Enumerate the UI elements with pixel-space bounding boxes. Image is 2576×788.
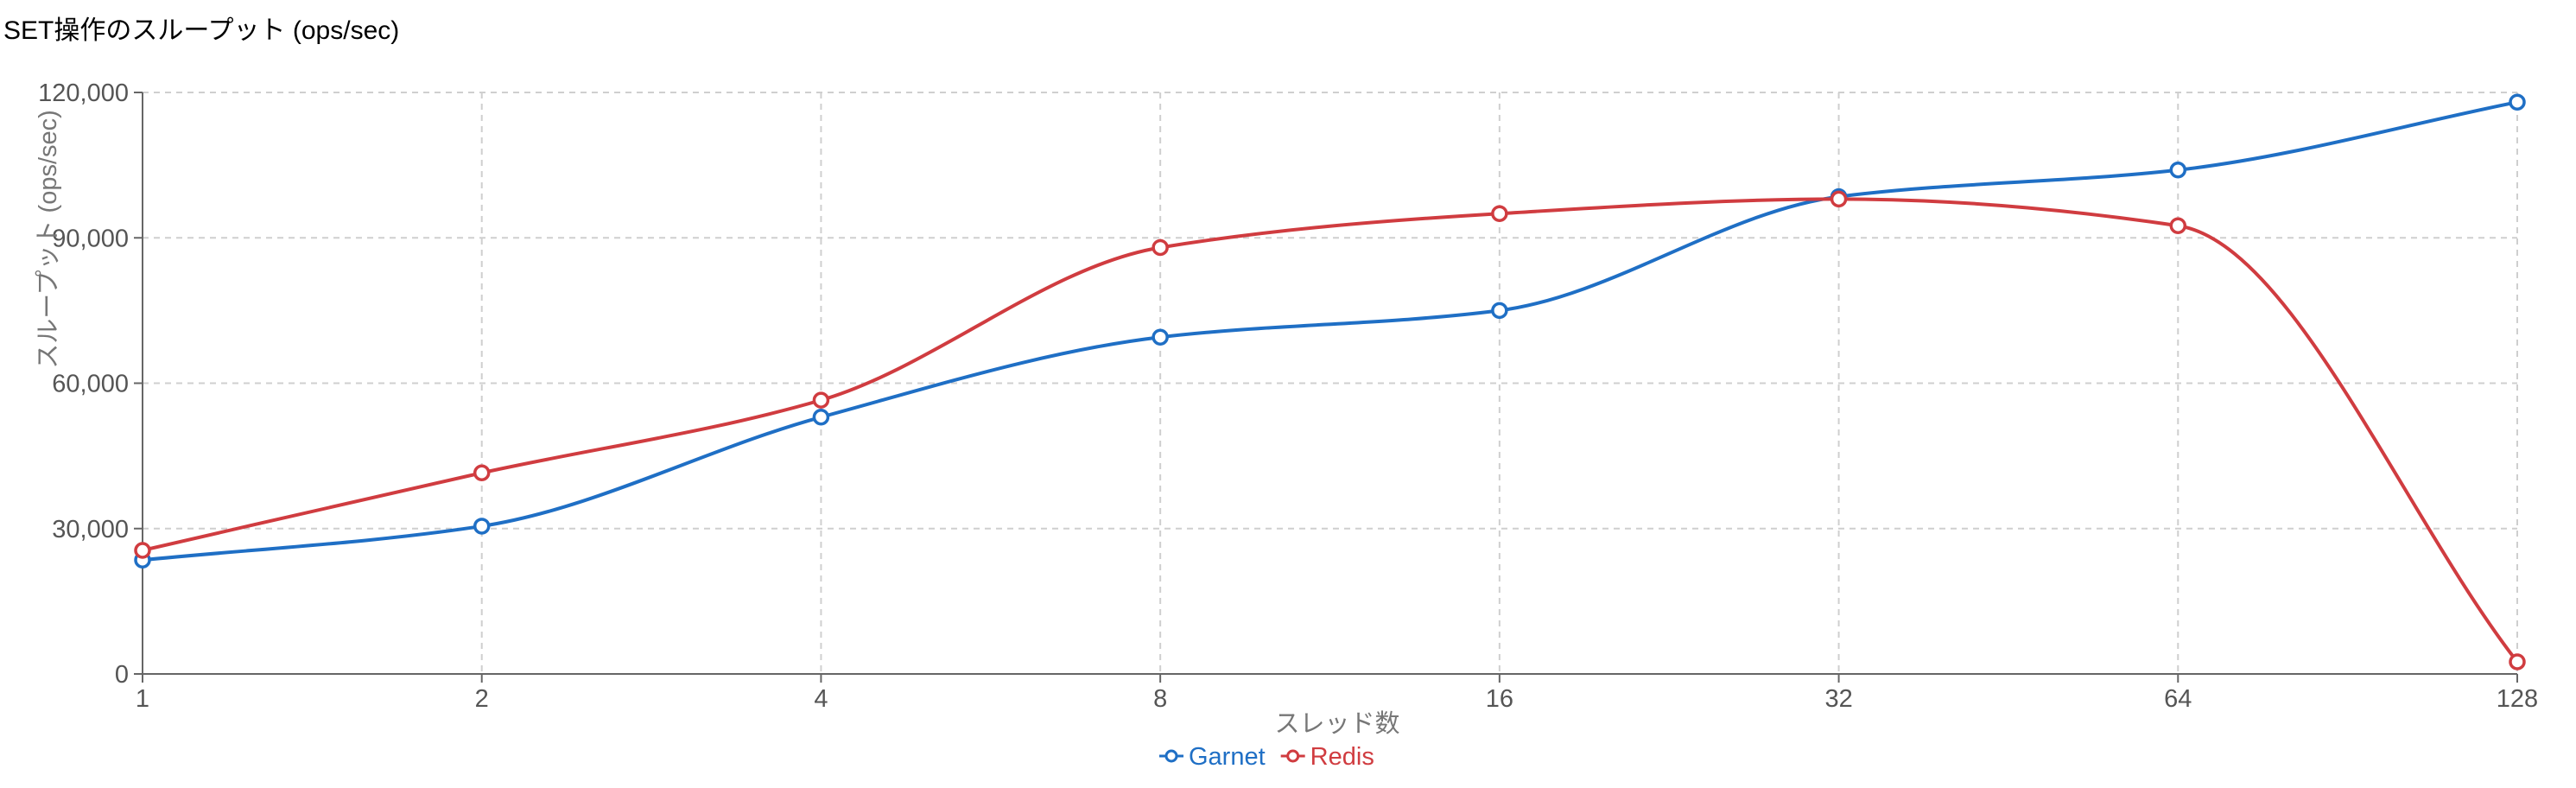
legend[interactable]: Garnet Redis [1159,743,1374,771]
data-point-garnet [1152,328,1169,346]
x-tick-label: 16 [1486,685,1513,713]
legend-marker-icon [1164,749,1178,763]
data-point-redis [473,464,491,482]
y-axis-title: スループット (ops/sec) [35,110,62,369]
y-tick-label: 90,000 [52,225,129,252]
data-point-garnet [1491,302,1508,320]
legend-item-garnet[interactable]: Garnet [1159,743,1266,771]
x-tick-label: 1 [136,685,149,713]
data-point-garnet [473,518,491,535]
data-point-redis [134,542,151,559]
grid [143,92,2518,674]
data-point-redis [1491,205,1508,222]
x-axis-title: スレッド数 [1274,709,1399,738]
data-point-redis [2509,653,2526,670]
data-point-garnet [2169,161,2187,179]
data-point-garnet [812,409,830,426]
legend-item-redis[interactable]: Redis [1280,743,1374,771]
x-tick-label: 4 [814,685,828,713]
legend-label: Redis [1310,743,1374,771]
data-point-redis [1152,238,1169,257]
x-tick-label: 64 [2164,685,2192,713]
data-point-redis [812,391,830,409]
x-tick-label: 2 [475,685,489,713]
y-tick-label: 60,000 [52,371,129,398]
x-tick-label: 128 [2497,685,2538,713]
series-layer [134,93,2526,670]
legend-label: Garnet [1189,743,1266,771]
tick-labels: 0 30,000 60,000 90,000 120,000 1 2 4 8 16 32 64 128 [38,79,2538,713]
y-tick-label: 30,000 [52,516,129,543]
axes [134,92,2518,683]
data-point-redis [2169,217,2187,234]
x-tick-label: 32 [1824,685,1852,713]
x-tick-label: 8 [1153,685,1167,713]
chart-title: SET操作のスループット (ops/sec) [3,16,400,45]
legend-marker-icon [1286,749,1300,763]
series-line-redis [142,197,2519,664]
series-line-garnet [142,100,2518,562]
y-tick-label: 0 [115,661,129,689]
y-tick-label: 120,000 [38,79,129,107]
data-point-redis [1830,190,1848,208]
data-point-garnet [2509,93,2526,111]
